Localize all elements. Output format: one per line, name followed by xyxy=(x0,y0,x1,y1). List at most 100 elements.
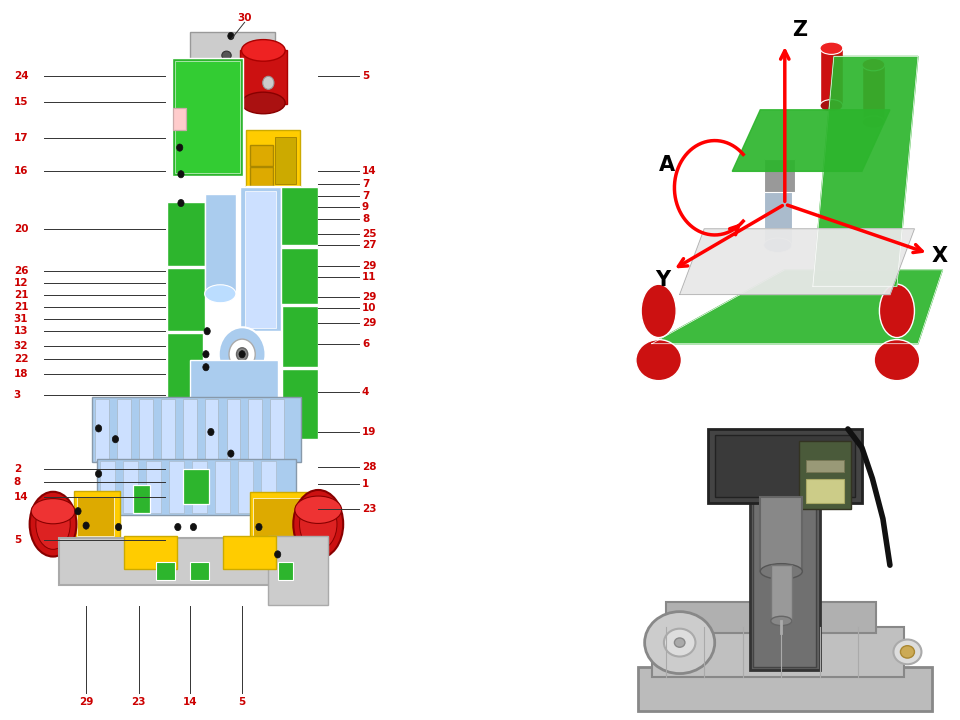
Text: 18: 18 xyxy=(13,369,28,379)
Text: 23: 23 xyxy=(132,697,146,707)
Ellipse shape xyxy=(207,428,214,436)
Ellipse shape xyxy=(675,638,684,647)
FancyBboxPatch shape xyxy=(820,48,843,106)
FancyBboxPatch shape xyxy=(261,461,276,513)
Text: 3: 3 xyxy=(13,390,21,400)
Ellipse shape xyxy=(300,498,337,550)
Ellipse shape xyxy=(30,492,77,557)
FancyBboxPatch shape xyxy=(282,306,319,367)
FancyBboxPatch shape xyxy=(182,399,197,461)
FancyBboxPatch shape xyxy=(750,460,820,670)
FancyBboxPatch shape xyxy=(270,399,284,461)
FancyBboxPatch shape xyxy=(132,485,151,513)
FancyBboxPatch shape xyxy=(240,187,280,331)
Polygon shape xyxy=(813,56,918,287)
Text: 2: 2 xyxy=(13,464,21,474)
FancyBboxPatch shape xyxy=(139,399,153,461)
FancyBboxPatch shape xyxy=(277,562,294,580)
FancyBboxPatch shape xyxy=(245,191,276,328)
Ellipse shape xyxy=(820,42,843,55)
FancyBboxPatch shape xyxy=(190,32,275,65)
FancyBboxPatch shape xyxy=(250,145,274,166)
FancyBboxPatch shape xyxy=(77,497,114,536)
Ellipse shape xyxy=(115,523,122,531)
Ellipse shape xyxy=(204,328,210,335)
Ellipse shape xyxy=(228,32,234,40)
Ellipse shape xyxy=(664,629,695,657)
FancyBboxPatch shape xyxy=(227,399,240,461)
Text: 32: 32 xyxy=(13,341,28,351)
Text: 21: 21 xyxy=(13,302,28,312)
FancyBboxPatch shape xyxy=(100,461,115,513)
FancyBboxPatch shape xyxy=(760,497,803,572)
FancyBboxPatch shape xyxy=(123,461,138,513)
FancyBboxPatch shape xyxy=(252,498,302,538)
FancyBboxPatch shape xyxy=(280,187,319,245)
FancyBboxPatch shape xyxy=(190,360,277,432)
Text: 28: 28 xyxy=(362,462,376,472)
FancyBboxPatch shape xyxy=(637,667,932,711)
Ellipse shape xyxy=(229,339,255,369)
Text: 12: 12 xyxy=(13,278,28,288)
Text: 5: 5 xyxy=(13,535,21,545)
Text: 22: 22 xyxy=(13,354,28,364)
Ellipse shape xyxy=(204,285,236,303)
Ellipse shape xyxy=(175,523,180,531)
FancyBboxPatch shape xyxy=(250,492,309,541)
Ellipse shape xyxy=(764,238,792,253)
FancyBboxPatch shape xyxy=(192,461,207,513)
FancyBboxPatch shape xyxy=(204,194,236,295)
FancyBboxPatch shape xyxy=(240,50,287,104)
Text: 13: 13 xyxy=(13,326,28,336)
Text: 14: 14 xyxy=(13,492,29,502)
FancyBboxPatch shape xyxy=(280,248,319,304)
Text: 7: 7 xyxy=(362,179,370,189)
FancyBboxPatch shape xyxy=(182,469,209,504)
Ellipse shape xyxy=(771,616,792,626)
Ellipse shape xyxy=(879,284,915,338)
FancyBboxPatch shape xyxy=(764,163,792,246)
Ellipse shape xyxy=(203,351,209,358)
FancyBboxPatch shape xyxy=(714,435,854,497)
Ellipse shape xyxy=(242,40,285,61)
FancyBboxPatch shape xyxy=(167,333,204,400)
Ellipse shape xyxy=(95,425,102,432)
FancyBboxPatch shape xyxy=(799,441,852,510)
Ellipse shape xyxy=(760,564,803,579)
Text: 21: 21 xyxy=(13,290,28,300)
Text: 10: 10 xyxy=(362,303,376,313)
FancyBboxPatch shape xyxy=(764,159,795,192)
FancyBboxPatch shape xyxy=(95,399,109,461)
Text: 14: 14 xyxy=(183,697,198,707)
Text: 15: 15 xyxy=(13,97,28,107)
Ellipse shape xyxy=(263,76,274,89)
Text: 1: 1 xyxy=(362,479,370,489)
FancyBboxPatch shape xyxy=(862,65,885,122)
FancyBboxPatch shape xyxy=(161,399,175,461)
Ellipse shape xyxy=(219,327,266,382)
Ellipse shape xyxy=(294,490,344,559)
Ellipse shape xyxy=(820,99,843,112)
Ellipse shape xyxy=(862,116,885,128)
FancyBboxPatch shape xyxy=(169,461,184,513)
FancyBboxPatch shape xyxy=(652,627,904,677)
Ellipse shape xyxy=(242,92,285,114)
FancyBboxPatch shape xyxy=(74,491,120,540)
FancyBboxPatch shape xyxy=(156,562,175,580)
Text: 29: 29 xyxy=(362,261,376,271)
FancyBboxPatch shape xyxy=(124,536,177,569)
FancyBboxPatch shape xyxy=(92,397,301,462)
Text: 27: 27 xyxy=(362,240,376,250)
FancyBboxPatch shape xyxy=(665,603,876,634)
Ellipse shape xyxy=(177,144,182,151)
Text: 23: 23 xyxy=(362,504,376,514)
Text: 6: 6 xyxy=(362,339,370,349)
Ellipse shape xyxy=(112,436,119,443)
Text: Y: Y xyxy=(655,270,670,290)
FancyBboxPatch shape xyxy=(249,399,262,461)
FancyBboxPatch shape xyxy=(805,460,845,472)
FancyBboxPatch shape xyxy=(167,403,202,468)
Ellipse shape xyxy=(36,499,70,549)
FancyBboxPatch shape xyxy=(117,399,131,461)
Ellipse shape xyxy=(190,523,197,531)
